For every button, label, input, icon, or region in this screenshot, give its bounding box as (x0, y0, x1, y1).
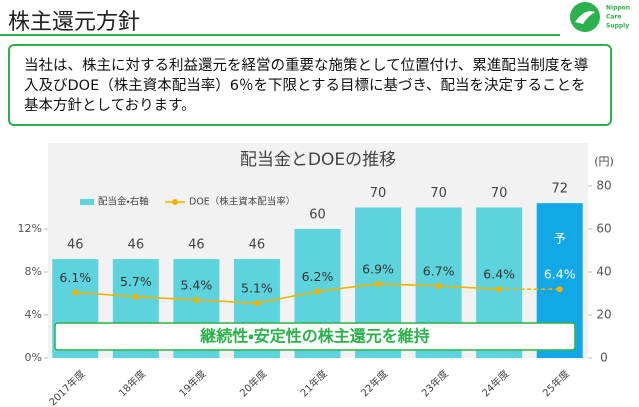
y2-tick-label: 60 (596, 222, 611, 236)
y2-tick-label: 40 (596, 265, 611, 279)
x-tick-label: 20年度 (237, 367, 269, 399)
line-segment (196, 299, 257, 304)
x-tick-label: 2017年度 (46, 367, 87, 407)
bar-value-label: 70 (430, 186, 447, 201)
logo: Nippon Care Supply (570, 2, 630, 32)
logo-leaf (575, 11, 595, 24)
line-value-label: 5.1% (241, 281, 273, 296)
x-tick-label: 21年度 (297, 367, 329, 399)
line-point (556, 286, 563, 293)
line-value-label: 6.1% (59, 270, 91, 285)
y2-tick-label: 0 (600, 351, 608, 365)
y-tick-label: 4% (25, 308, 42, 321)
line-value-label: 6.4% (483, 267, 515, 282)
line-point (253, 300, 260, 307)
line-segment (317, 283, 379, 293)
line-point (375, 280, 382, 287)
legend-swatch (172, 199, 178, 205)
y-tick-label: 0% (25, 351, 42, 364)
logo-text: Care (606, 14, 621, 21)
bar-value-label: 72 (551, 182, 568, 197)
bar-value-label: 46 (249, 238, 266, 253)
line-point (132, 293, 139, 300)
y2-unit: (円) (594, 155, 614, 168)
legend-label: 配当金・右軸 (98, 196, 149, 208)
y-tick-label: 8% (25, 265, 42, 278)
line-point (435, 282, 442, 289)
line-value-label: 5.7% (120, 274, 152, 289)
logo-text: Supply (606, 23, 629, 30)
bar-value-label: 70 (370, 186, 387, 201)
line-segment (135, 295, 197, 301)
line-value-label: 6.9% (362, 261, 394, 276)
y2-tick-label: 20 (596, 308, 611, 322)
title-rule (0, 34, 560, 36)
bar-value-label: 60 (309, 208, 326, 223)
bar-value-label: 46 (188, 238, 205, 253)
x-tick-label: 25年度 (540, 367, 572, 399)
line-value-label: 5.4% (181, 277, 213, 292)
x-tick-label: 24年度 (479, 367, 511, 399)
x-tick-label: 22年度 (358, 367, 390, 399)
line-point (314, 288, 321, 295)
line-value-label: 6.2% (302, 269, 334, 284)
line-segment (378, 283, 439, 287)
x-tick-label: 23年度 (419, 367, 451, 399)
policy-box: 当社は、株主に対する利益還元を経営の重要な施策として位置付け、累進配当制度を導入… (8, 44, 612, 126)
line-value-label: 6.7% (423, 263, 455, 278)
x-tick-label: 18年度 (116, 367, 148, 399)
line-value-label: 6.4% (544, 267, 576, 282)
bar-value-label: 46 (67, 238, 84, 253)
line-point (193, 296, 200, 303)
legend-label: DOE（株主資本配当率） (189, 196, 295, 208)
forecast-label: 予 (554, 232, 566, 246)
y2-tick-label: 80 (596, 179, 611, 193)
chart-title: 配当金とDOEの推移 (240, 150, 396, 170)
page-title: 株主還元方針 (8, 10, 141, 35)
line-point (496, 286, 503, 293)
banner-box (54, 322, 576, 351)
logo-text: Nippon (606, 5, 630, 12)
line-point (72, 289, 79, 296)
y-tick-label: 12% (18, 222, 42, 235)
legend-swatch (80, 199, 94, 205)
x-tick-label: 19年度 (176, 367, 208, 399)
banner-text: 継続性・安定性の株主還元を維持 (199, 327, 429, 346)
line-segment (256, 290, 318, 304)
line-segment (75, 291, 136, 298)
bar-value-label: 70 (491, 186, 508, 201)
bar-value-label: 46 (128, 238, 145, 253)
line-segment (438, 285, 500, 290)
